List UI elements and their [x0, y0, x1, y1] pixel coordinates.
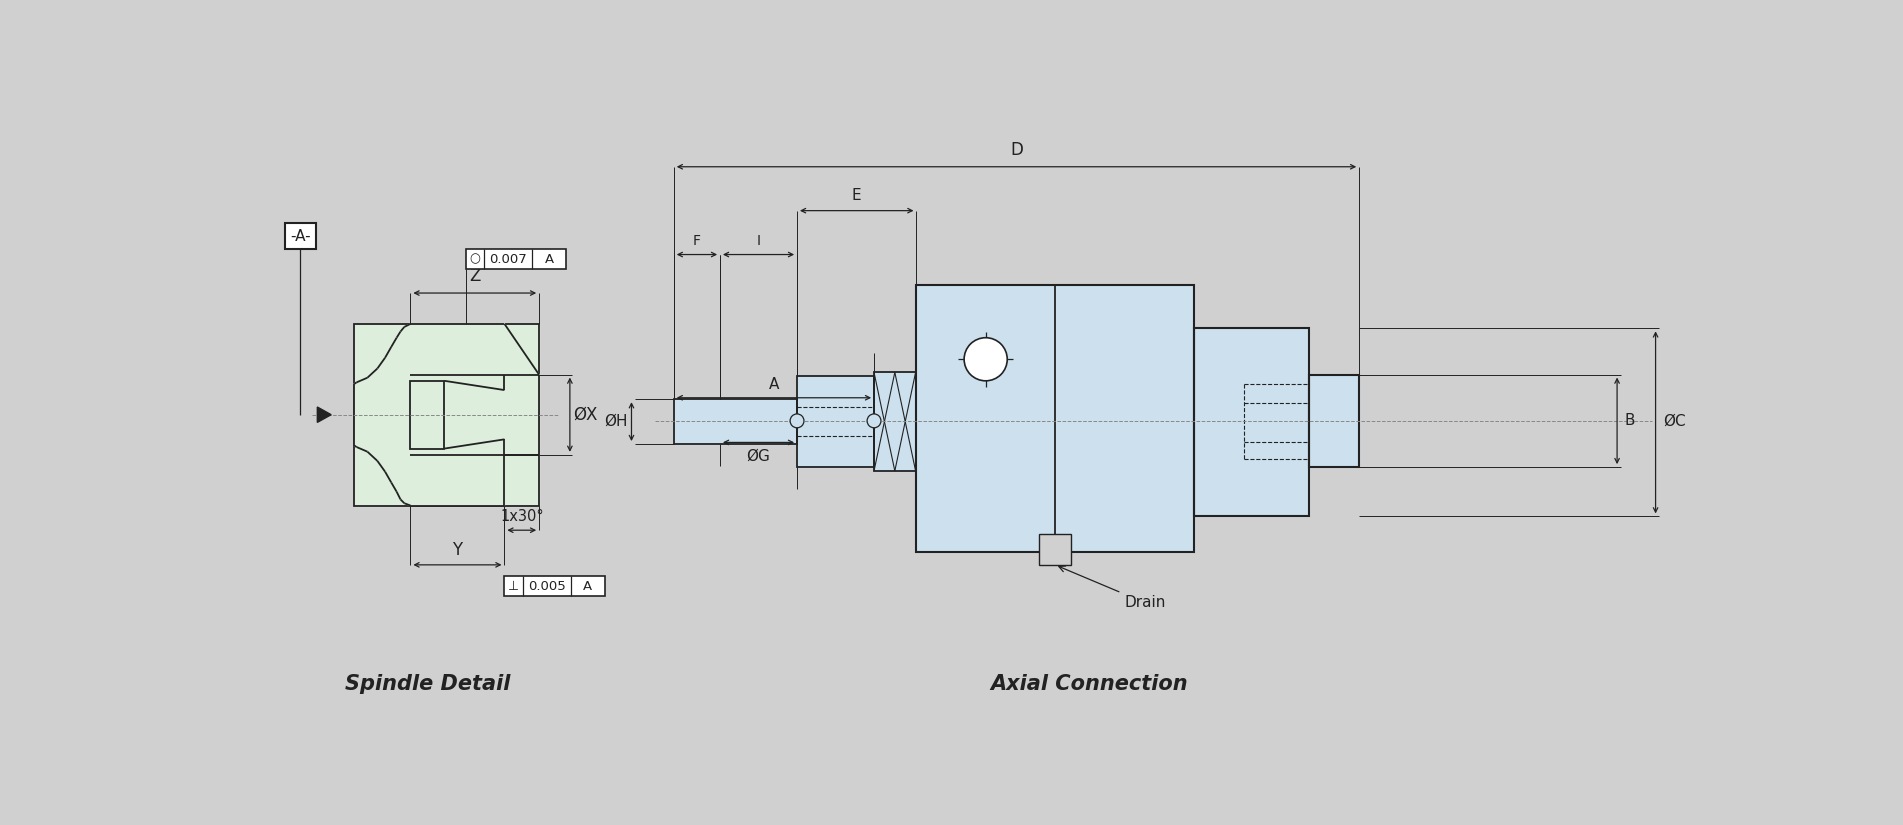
Polygon shape [917, 285, 1193, 552]
Bar [674, 399, 797, 444]
Text: 0.007: 0.007 [489, 252, 527, 266]
Text: A: A [544, 252, 554, 266]
Text: B: B [1625, 413, 1635, 428]
Text: Z: Z [470, 267, 480, 285]
Text: Axial Connection: Axial Connection [991, 674, 1189, 694]
Text: ØG: ØG [746, 449, 771, 464]
Polygon shape [354, 324, 539, 506]
Circle shape [965, 337, 1007, 381]
Bar [873, 372, 917, 471]
Text: ○: ○ [470, 252, 481, 266]
Text: D: D [1010, 141, 1024, 159]
Text: ØX: ØX [573, 406, 598, 424]
Bar [1193, 328, 1309, 516]
Bar [917, 285, 1193, 552]
Polygon shape [354, 324, 539, 506]
Bar [504, 577, 605, 596]
Polygon shape [674, 399, 797, 444]
Bar [466, 249, 565, 269]
Text: Drain: Drain [1058, 566, 1167, 610]
Bar [797, 376, 873, 467]
Bar [354, 324, 539, 506]
Text: A: A [582, 580, 592, 593]
Polygon shape [1309, 375, 1359, 467]
Bar [1309, 375, 1359, 467]
Text: Y: Y [453, 540, 462, 559]
Text: 0.005: 0.005 [527, 580, 565, 593]
Text: Spindle Detail: Spindle Detail [344, 674, 510, 694]
Polygon shape [873, 372, 917, 471]
Text: F: F [693, 234, 700, 248]
Polygon shape [797, 376, 873, 467]
Text: ØC: ØC [1663, 413, 1686, 428]
Text: ØH: ØH [603, 413, 628, 428]
Text: E: E [853, 188, 862, 203]
Text: I: I [757, 234, 761, 248]
Circle shape [868, 414, 881, 428]
Text: 1x30°: 1x30° [500, 509, 544, 524]
Polygon shape [318, 407, 331, 422]
Text: A: A [769, 376, 778, 392]
Text: ⊥: ⊥ [508, 580, 520, 593]
Bar [411, 381, 445, 449]
Circle shape [790, 414, 803, 428]
Polygon shape [1193, 328, 1309, 516]
Text: -A-: -A- [289, 229, 310, 243]
Bar [1039, 534, 1071, 565]
